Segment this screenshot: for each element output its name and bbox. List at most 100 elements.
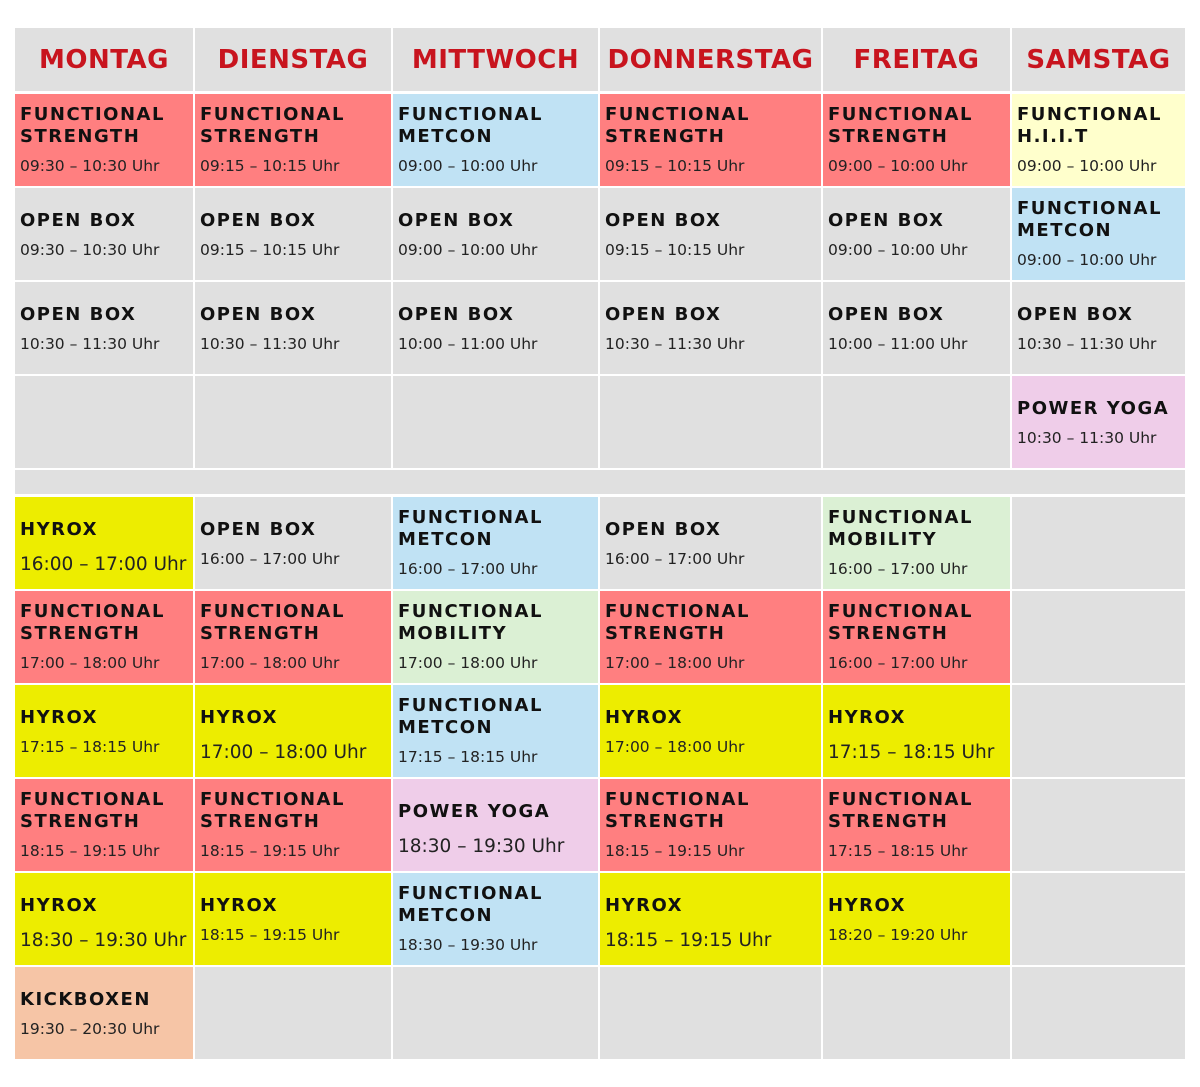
class-cell: FUNCTIONAL STRENGTH 09:15 – 10:15 Uhr [600,94,821,186]
class-name: FUNCTIONAL STRENGTH [828,789,973,832]
class-name: FUNCTIONAL METCON [1017,198,1162,241]
class-name: OPEN BOX [20,210,137,231]
class-cell: HYROX 17:15 – 18:15 Uhr [15,685,193,777]
class-name: FUNCTIONAL STRENGTH [200,601,345,644]
class-name: FUNCTIONAL STRENGTH [605,104,750,147]
empty-cell [1012,873,1185,965]
class-name: OPEN BOX [398,210,515,231]
class-time: 17:00 – 18:00 Uhr [200,654,340,672]
empty-cell [15,376,193,468]
class-cell: FUNCTIONAL STRENGTH 17:00 – 18:00 Uhr [195,591,391,683]
class-time: 18:20 – 19:20 Uhr [828,926,968,944]
empty-cell [600,967,821,1059]
class-cell: FUNCTIONAL STRENGTH 16:00 – 17:00 Uhr [823,591,1010,683]
class-cell: FUNCTIONAL MOBILITY 16:00 – 17:00 Uhr [823,497,1010,589]
class-cell: HYROX 18:20 – 19:20 Uhr [823,873,1010,965]
empty-cell [1012,967,1185,1059]
class-time: 09:00 – 10:00 Uhr [1017,157,1157,175]
class-time: 10:30 – 11:30 Uhr [605,335,745,353]
class-name: FUNCTIONAL STRENGTH [828,601,973,644]
class-cell: FUNCTIONAL METCON 16:00 – 17:00 Uhr [393,497,598,589]
class-name: FUNCTIONAL STRENGTH [605,789,750,832]
class-time: 17:00 – 18:00 Uhr [605,738,745,756]
day-header-donnerstag: DONNERSTAG [600,28,821,91]
class-time: 17:15 – 18:15 Uhr [828,842,968,860]
empty-cell [600,376,821,468]
day-header-samstag: SAMSTAG [1012,28,1185,91]
class-name: HYROX [200,707,278,728]
class-time: 16:00 – 17:00 Uhr [20,554,187,575]
class-cell: OPEN BOX 10:30 – 11:30 Uhr [600,282,821,374]
empty-cell [823,376,1010,468]
class-time: 09:15 – 10:15 Uhr [200,241,340,259]
class-time: 19:30 – 20:30 Uhr [20,1020,160,1038]
class-name: OPEN BOX [828,210,945,231]
class-name: OPEN BOX [200,210,317,231]
class-time: 16:00 – 17:00 Uhr [605,550,745,568]
class-cell: HYROX 16:00 – 17:00 Uhr [15,497,193,589]
class-name: OPEN BOX [605,304,722,325]
class-name: OPEN BOX [200,519,317,540]
class-name: FUNCTIONAL STRENGTH [828,104,973,147]
day-header-dienstag: DIENSTAG [195,28,391,91]
class-name: OPEN BOX [200,304,317,325]
empty-cell [393,376,598,468]
class-time: 09:15 – 10:15 Uhr [200,157,340,175]
class-time: 17:15 – 18:15 Uhr [828,742,995,763]
empty-cell [1012,779,1185,871]
class-time: 18:15 – 19:15 Uhr [605,842,745,860]
class-time: 10:30 – 11:30 Uhr [1017,335,1157,353]
class-cell: FUNCTIONAL STRENGTH 18:15 – 19:15 Uhr [195,779,391,871]
class-cell: OPEN BOX 09:00 – 10:00 Uhr [823,188,1010,280]
class-cell: HYROX 17:15 – 18:15 Uhr [823,685,1010,777]
class-cell: OPEN BOX 09:15 – 10:15 Uhr [195,188,391,280]
empty-cell [1012,685,1185,777]
class-name: FUNCTIONAL STRENGTH [200,104,345,147]
class-cell: OPEN BOX 09:00 – 10:00 Uhr [393,188,598,280]
class-name: KICKBOXEN [20,989,151,1010]
class-time: 16:00 – 17:00 Uhr [398,560,538,578]
class-name: HYROX [828,707,906,728]
class-cell: FUNCTIONAL METCON 09:00 – 10:00 Uhr [1012,188,1185,280]
class-name: FUNCTIONAL METCON [398,104,543,147]
class-time: 09:15 – 10:15 Uhr [605,241,745,259]
class-name: FUNCTIONAL STRENGTH [200,789,345,832]
class-time: 17:00 – 18:00 Uhr [605,654,745,672]
empty-cell [195,967,391,1059]
class-cell: FUNCTIONAL STRENGTH 18:15 – 19:15 Uhr [600,779,821,871]
class-name: HYROX [200,895,278,916]
class-name: FUNCTIONAL STRENGTH [20,104,165,147]
empty-cell [195,376,391,468]
class-cell: OPEN BOX 16:00 – 17:00 Uhr [600,497,821,589]
class-time: 18:15 – 19:15 Uhr [20,842,160,860]
day-header-freitag: FREITAG [823,28,1010,91]
class-cell: OPEN BOX 10:00 – 11:00 Uhr [393,282,598,374]
class-name: HYROX [605,707,683,728]
class-name: FUNCTIONAL METCON [398,695,543,738]
class-cell: FUNCTIONAL STRENGTH 17:15 – 18:15 Uhr [823,779,1010,871]
class-cell: FUNCTIONAL MOBILITY 17:00 – 18:00 Uhr [393,591,598,683]
class-time: 10:30 – 11:30 Uhr [1017,429,1157,447]
class-time: 16:00 – 17:00 Uhr [200,550,340,568]
class-cell: HYROX 18:30 – 19:30 Uhr [15,873,193,965]
empty-cell [1012,591,1185,683]
class-cell: FUNCTIONAL STRENGTH 09:00 – 10:00 Uhr [823,94,1010,186]
class-cell: KICKBOXEN 19:30 – 20:30 Uhr [15,967,193,1059]
class-name: HYROX [20,895,98,916]
class-time: 18:30 – 19:30 Uhr [398,836,565,857]
class-name: OPEN BOX [605,519,722,540]
class-cell: FUNCTIONAL METCON 18:30 – 19:30 Uhr [393,873,598,965]
class-time: 18:15 – 19:15 Uhr [605,930,772,951]
class-name: OPEN BOX [20,304,137,325]
class-cell: OPEN BOX 10:30 – 11:30 Uhr [15,282,193,374]
class-cell: OPEN BOX 10:30 – 11:30 Uhr [195,282,391,374]
class-time: 18:15 – 19:15 Uhr [200,842,340,860]
class-time: 09:00 – 10:00 Uhr [1017,251,1157,269]
class-name: FUNCTIONAL METCON [398,883,543,926]
class-cell: HYROX 17:00 – 18:00 Uhr [195,685,391,777]
class-time: 17:00 – 18:00 Uhr [398,654,538,672]
class-cell: POWER YOGA 10:30 – 11:30 Uhr [1012,376,1185,468]
class-cell: OPEN BOX 09:30 – 10:30 Uhr [15,188,193,280]
class-cell: HYROX 18:15 – 19:15 Uhr [600,873,821,965]
